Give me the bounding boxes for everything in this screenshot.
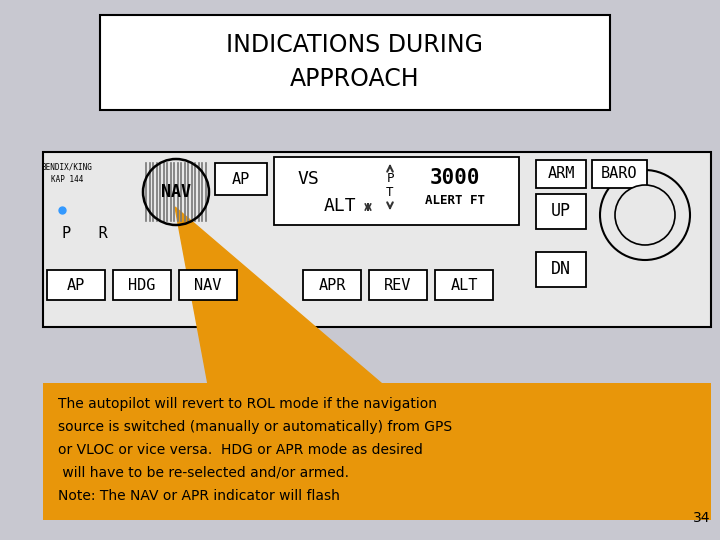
- Text: P   R: P R: [62, 226, 108, 240]
- FancyBboxPatch shape: [536, 160, 586, 188]
- Text: P: P: [386, 172, 394, 185]
- Text: T: T: [386, 186, 394, 199]
- Circle shape: [615, 185, 675, 245]
- FancyBboxPatch shape: [47, 270, 105, 300]
- Text: REV: REV: [384, 278, 412, 293]
- Text: will have to be re-selected and/or armed.: will have to be re-selected and/or armed…: [58, 466, 349, 480]
- FancyBboxPatch shape: [113, 270, 171, 300]
- Text: The autopilot will revert to ROL mode if the navigation: The autopilot will revert to ROL mode if…: [58, 397, 437, 411]
- FancyBboxPatch shape: [100, 15, 610, 110]
- Text: UP: UP: [551, 202, 571, 220]
- FancyBboxPatch shape: [215, 163, 267, 195]
- FancyBboxPatch shape: [303, 270, 361, 300]
- Polygon shape: [175, 207, 395, 395]
- FancyBboxPatch shape: [274, 157, 519, 225]
- Text: source is switched (manually or automatically) from GPS: source is switched (manually or automati…: [58, 420, 452, 434]
- Text: ALT: ALT: [450, 278, 477, 293]
- Text: DN: DN: [551, 260, 571, 279]
- FancyBboxPatch shape: [43, 152, 711, 327]
- Text: NAV: NAV: [194, 278, 222, 293]
- FancyBboxPatch shape: [592, 160, 647, 188]
- FancyBboxPatch shape: [43, 383, 711, 520]
- Text: Note: The NAV or APR indicator will flash: Note: The NAV or APR indicator will flas…: [58, 489, 340, 503]
- Text: 34: 34: [693, 511, 710, 525]
- FancyBboxPatch shape: [536, 252, 586, 287]
- Text: NAV: NAV: [161, 183, 191, 201]
- FancyBboxPatch shape: [435, 270, 493, 300]
- Text: APR: APR: [318, 278, 346, 293]
- Text: or VLOC or vice versa.  HDG or APR mode as desired: or VLOC or vice versa. HDG or APR mode a…: [58, 443, 423, 457]
- Text: AP: AP: [67, 278, 85, 293]
- FancyBboxPatch shape: [369, 270, 427, 300]
- FancyBboxPatch shape: [179, 270, 237, 300]
- FancyBboxPatch shape: [536, 194, 586, 229]
- Text: INDICATIONS DURING
APPROACH: INDICATIONS DURING APPROACH: [227, 33, 484, 91]
- Circle shape: [600, 170, 690, 260]
- Text: VS: VS: [297, 170, 319, 188]
- Text: AP: AP: [232, 172, 250, 186]
- Text: 3000: 3000: [430, 168, 480, 188]
- Text: BENDIX/KING
KAP 144: BENDIX/KING KAP 144: [42, 163, 92, 184]
- Text: HDG: HDG: [128, 278, 156, 293]
- Text: ALT: ALT: [324, 197, 356, 215]
- Text: ALERT FT: ALERT FT: [425, 193, 485, 206]
- Text: ARM: ARM: [547, 166, 575, 181]
- Text: BARO: BARO: [601, 166, 638, 181]
